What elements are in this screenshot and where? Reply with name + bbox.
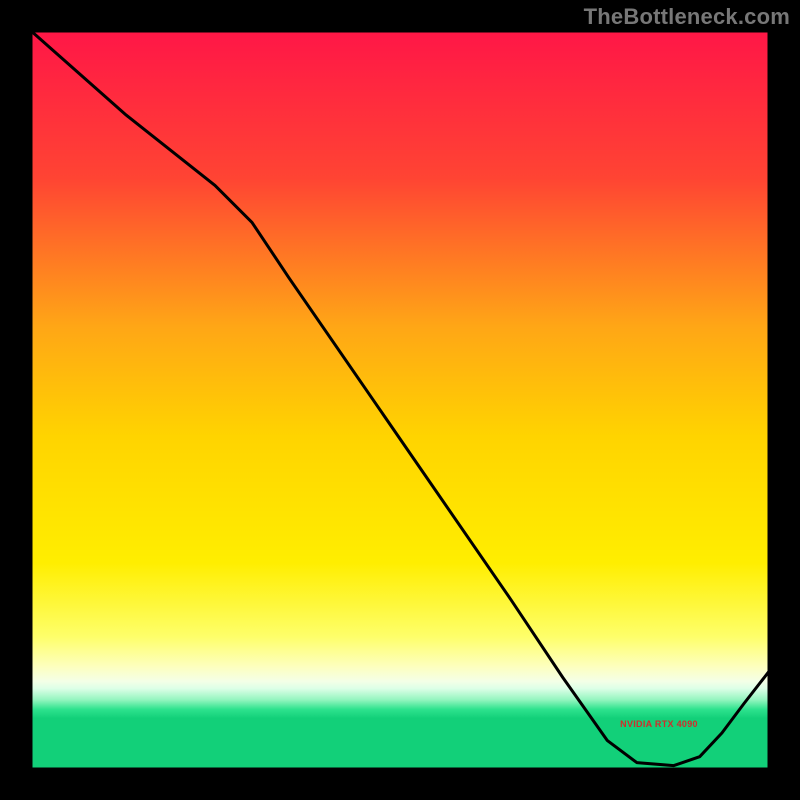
plot-area <box>30 30 770 770</box>
bottom-label: NVIDIA RTX 4090 <box>620 719 698 729</box>
watermark-text: TheBottleneck.com <box>584 4 790 30</box>
chart-svg: NVIDIA RTX 4090 <box>0 0 800 800</box>
stage: TheBottleneck.com NVIDIA RTX 4090 <box>0 0 800 800</box>
